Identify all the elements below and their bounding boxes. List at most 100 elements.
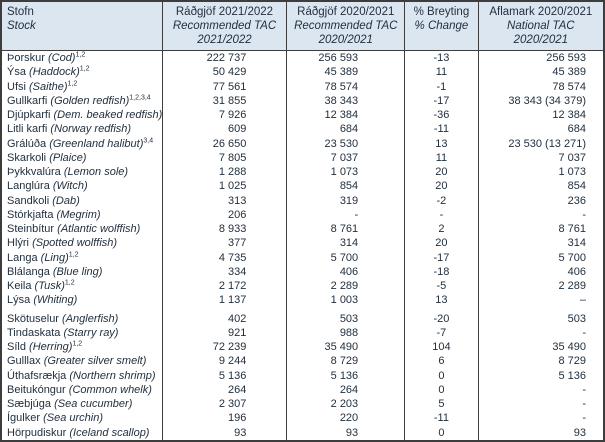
stock-name-icelandic: Tindaskata bbox=[7, 326, 61, 339]
stock-name-icelandic: Gullkarfi bbox=[7, 94, 48, 107]
national-tac-cell: 93 bbox=[477, 425, 603, 440]
table-row: Beitukóngur (Common whelk) 264 264 0 - bbox=[2, 382, 603, 398]
recommended-tac-2021-2022-cell: 313 bbox=[161, 193, 287, 208]
table-row: Litli karfi (Norway redfish) 609 684 -11… bbox=[2, 122, 603, 137]
table-row: Ýsa (Haddock)1,2 50 429 45 389 11 45 389 bbox=[2, 65, 603, 80]
national-tac-cell: 8 729 bbox=[477, 354, 603, 369]
percent-change-cell: 2 bbox=[404, 222, 479, 237]
stock-name-english: (Plaice) bbox=[49, 151, 87, 164]
stock-name-cell: Sæbjúga (Sea cucumber) bbox=[2, 397, 162, 411]
recommended-tac-2020-2021-cell: 38 343 bbox=[286, 93, 405, 108]
table-row: Gulllax (Greater silver smelt) 9 244 8 7… bbox=[2, 354, 603, 369]
stock-name-cell: Blálanga (Blue ling) bbox=[2, 265, 162, 279]
stock-name-cell: Skarkoli (Plaice) bbox=[2, 151, 162, 165]
recommended-tac-2021-2022-cell: 72 239 bbox=[161, 340, 287, 355]
percent-change-cell: 20 bbox=[404, 165, 479, 180]
recommended-tac-2020-2021-cell: 406 bbox=[286, 264, 405, 279]
stock-name-english: (Spotted wolffish) bbox=[32, 237, 118, 250]
table-row: Hörpudiskur (Iceland scallop) 93 93 0 93 bbox=[2, 425, 603, 440]
recommended-tac-2021-2022-cell: 921 bbox=[161, 325, 287, 341]
stock-name-english: (Megrim) bbox=[56, 208, 101, 221]
stock-name-icelandic: Langlúra bbox=[7, 180, 50, 193]
national-tac-cell: 314 bbox=[477, 236, 603, 251]
national-tac-cell: - bbox=[477, 411, 603, 426]
percent-change-cell: 20 bbox=[404, 236, 479, 251]
stock-name-english: (Sea cucumber) bbox=[54, 398, 133, 411]
recommended-tac-2021-2022-cell: 26 650 bbox=[161, 136, 287, 151]
header-recommended-tac-2020-2021: Ráðgjöf 2020/2021 Recommended TAC 2020/2… bbox=[286, 2, 405, 51]
national-tac-cell: 5 136 bbox=[477, 368, 603, 383]
national-tac-cell: 1 073 bbox=[477, 165, 603, 180]
stock-name-english: (Greenland halibut) bbox=[49, 137, 144, 150]
recommended-tac-2021-2022-cell: 7 926 bbox=[161, 108, 287, 123]
footnote-superscript: 1,2 bbox=[67, 79, 78, 87]
table-row: Hlýri (Spotted wolffish) 377 314 20 314 bbox=[2, 236, 603, 251]
table-row: Þykkvalúra (Lemon sole) 1 288 1 073 20 1… bbox=[2, 165, 603, 180]
footnote-superscript: 1,2 bbox=[79, 65, 90, 73]
stock-name-cell: Litli karfi (Norway redfish) bbox=[2, 122, 162, 136]
national-tac-cell: 23 530 (13 271) bbox=[477, 136, 603, 151]
percent-change-cell: 0 bbox=[404, 425, 479, 440]
recommended-tac-2020-2021-cell: 78 574 bbox=[286, 79, 405, 94]
recommended-tac-2021-2022-cell: 334 bbox=[161, 264, 287, 279]
stock-name-english: (Starry ray) bbox=[63, 326, 119, 339]
stock-name-icelandic: Litli karfi bbox=[7, 123, 48, 136]
stock-name-english: (Common whelk) bbox=[68, 383, 152, 396]
table-row: Tindaskata (Starry ray) 921 988 -7 - bbox=[2, 325, 603, 341]
national-tac-cell: 12 384 bbox=[477, 108, 603, 123]
percent-change-cell: 20 bbox=[404, 179, 479, 194]
recommended-tac-2020-2021-cell: - bbox=[286, 207, 405, 222]
stock-name-english: (Blue ling) bbox=[52, 265, 103, 278]
national-tac-cell: 8 761 bbox=[477, 222, 603, 237]
table-row: Lýsa (Whiting) 1 137 1 003 13 – bbox=[2, 293, 603, 308]
national-tac-cell: 7 037 bbox=[477, 150, 603, 165]
stock-name-icelandic: Þorskur bbox=[7, 52, 45, 65]
stock-name-icelandic: Ýsa bbox=[7, 66, 26, 79]
stock-name-cell: Gulllax (Greater silver smelt) bbox=[2, 354, 162, 368]
header-national-tac: Aflamark 2020/2021 National TAC 2020/202… bbox=[477, 2, 603, 51]
recommended-tac-2020-2021-cell: 854 bbox=[286, 179, 405, 194]
footnote-superscript: 3,4 bbox=[143, 136, 154, 144]
stock-name-cell: Steinbítur (Atlantic wolffish) bbox=[2, 222, 162, 236]
header-change-is: % Breyting bbox=[413, 6, 470, 18]
stock-name-icelandic: Skötuselur bbox=[7, 312, 59, 325]
national-tac-cell: - bbox=[477, 397, 603, 412]
recommended-tac-2020-2021-cell: 45 389 bbox=[286, 65, 405, 80]
stock-name-cell: Langlúra (Witch) bbox=[2, 179, 162, 193]
stock-name-english: (Norway redfish) bbox=[50, 123, 132, 136]
percent-change-cell: - bbox=[404, 207, 479, 222]
header-rec2021-en: Recommended TAC bbox=[294, 20, 398, 32]
national-tac-cell: 45 389 bbox=[477, 65, 603, 80]
percent-change-cell: 0 bbox=[404, 382, 479, 398]
stock-name-english: (Sea urchin) bbox=[43, 412, 104, 425]
table-row: Síld (Herring)1,2 72 239 35 490 104 35 4… bbox=[2, 340, 603, 355]
stock-name-icelandic: Stórkjafta bbox=[7, 208, 54, 221]
header-rec2122-en: Recommended TAC bbox=[172, 20, 277, 32]
percent-change-cell: -20 bbox=[404, 307, 479, 326]
header-national-is: Aflamark 2020/2021 bbox=[489, 6, 593, 18]
table-row: Gullkarfi (Golden redfish)1,2,3,4 31 855… bbox=[2, 93, 603, 108]
stock-name-cell: Langa (Ling)1,2 bbox=[2, 251, 162, 265]
percent-change-cell: 6 bbox=[404, 354, 479, 369]
header-rec2021-years: 2020/2021 bbox=[318, 34, 373, 46]
table-row: Langa (Ling)1,2 4 735 5 700 -17 5 700 bbox=[2, 250, 603, 265]
percent-change-cell: -36 bbox=[404, 108, 479, 123]
stock-name-cell: Ígulker (Sea urchin) bbox=[2, 411, 162, 425]
recommended-tac-2021-2022-cell: 9 244 bbox=[161, 354, 287, 369]
stock-name-english: (Anglerfish) bbox=[62, 312, 119, 325]
stock-name-english: (Iceland scallop) bbox=[69, 426, 150, 439]
header-stock-en: Stock bbox=[7, 20, 36, 32]
stock-name-cell: Ufsi (Saithe)1,2 bbox=[2, 80, 162, 94]
percent-change-cell: 13 bbox=[404, 136, 479, 151]
stock-name-cell: Hlýri (Spotted wolffish) bbox=[2, 236, 162, 250]
recommended-tac-2020-2021-cell: 5 136 bbox=[286, 368, 405, 383]
national-tac-cell: 256 593 bbox=[477, 50, 603, 66]
header-rec2122-is: Ráðgjöf 2021/2022 bbox=[175, 6, 274, 18]
stock-name-english: (Haddock) bbox=[29, 66, 80, 79]
recommended-tac-2020-2021-cell: 2 203 bbox=[286, 397, 405, 412]
stock-name-icelandic: Keila bbox=[7, 280, 32, 293]
recommended-tac-2020-2021-cell: 1 073 bbox=[286, 165, 405, 180]
percent-change-cell: -5 bbox=[404, 279, 479, 294]
stock-name-icelandic: Gulllax bbox=[7, 355, 41, 368]
table-row: Þorskur (Cod)1,2 222 737 256 593 -13 256… bbox=[2, 50, 603, 66]
